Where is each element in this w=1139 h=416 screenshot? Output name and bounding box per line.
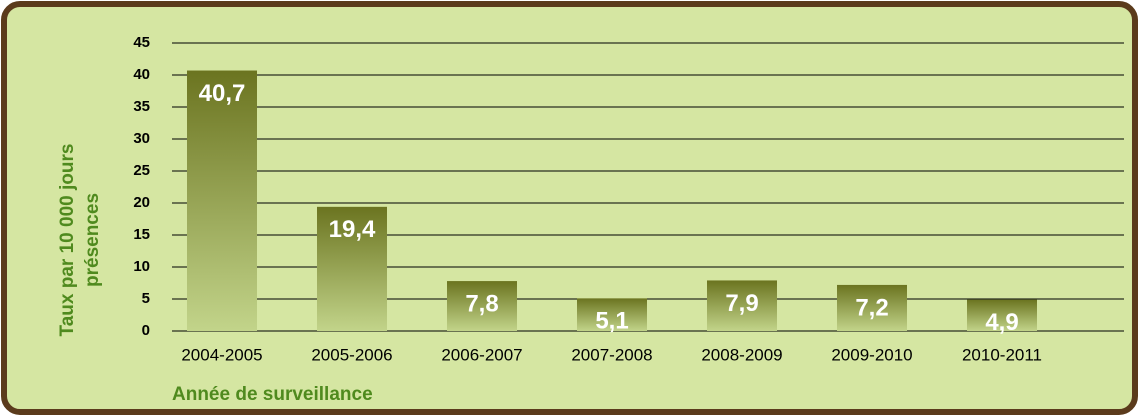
- y-tick-label: 45: [133, 34, 150, 51]
- value-label: 40,7: [199, 80, 246, 107]
- value-label: 5,1: [595, 308, 628, 335]
- y-tick-label: 25: [133, 162, 150, 179]
- value-label: 7,8: [465, 290, 498, 317]
- x-tick-label: 2005-2006: [311, 345, 392, 364]
- x-axis-title: Année de surveillance: [172, 384, 373, 405]
- x-tick-label: 2010-2011: [962, 345, 1042, 364]
- y-tick-label: 5: [142, 290, 150, 307]
- x-tick-label: 2004-2005: [181, 345, 262, 364]
- y-tick-label: 20: [133, 194, 150, 211]
- value-label: 4,9: [985, 309, 1018, 336]
- y-axis-title: Taux par 10 000 jours: [57, 144, 78, 337]
- x-tick-label: 2008-2009: [701, 345, 782, 364]
- y-tick-label: 40: [133, 66, 150, 83]
- y-tick-label: 35: [133, 98, 150, 115]
- value-label: 19,4: [329, 216, 376, 243]
- y-tick-label: 10: [133, 258, 150, 275]
- chart: Année de surveillance Taux par 10 000 jo…: [0, 0, 1139, 416]
- x-tick-label: 2007-2008: [571, 345, 652, 364]
- y-tick-label: 15: [133, 226, 150, 243]
- value-label: 7,9: [725, 290, 758, 317]
- value-label: 7,2: [855, 294, 888, 321]
- y-axis-title: présences: [82, 193, 103, 287]
- bar: [187, 71, 257, 331]
- y-tick-label: 0: [142, 322, 150, 339]
- x-tick-label: 2006-2007: [441, 345, 522, 364]
- y-tick-label: 30: [133, 130, 150, 147]
- x-tick-label: 2009-2010: [831, 345, 912, 364]
